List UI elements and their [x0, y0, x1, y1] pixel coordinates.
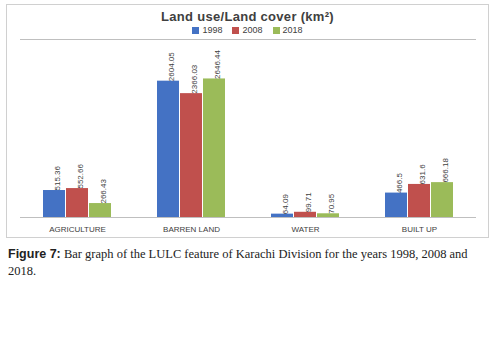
html-text:2008: 2008 — [242, 25, 263, 35]
svg-text:2604.05: 2604.05 — [167, 52, 176, 81]
svg-text:666.18: 666.18 — [441, 158, 450, 183]
svg-text:70.95: 70.95 — [327, 193, 336, 214]
svg-text:266.43: 266.43 — [99, 179, 108, 204]
svg-text:631.6: 631.6 — [418, 164, 427, 185]
svg-text:WATER: WATER — [292, 225, 320, 234]
svg-text:BARREN LAND: BARREN LAND — [163, 225, 220, 234]
svg-text:AGRICULTURE: AGRICULTURE — [49, 225, 106, 234]
svg-text:466.5: 466.5 — [395, 173, 404, 194]
svg-text:515.36: 515.36 — [53, 165, 62, 190]
svg-text:99.71: 99.71 — [304, 192, 313, 213]
svg-text:64.09: 64.09 — [281, 194, 290, 215]
svg-text:2366.03: 2366.03 — [190, 64, 199, 93]
svg-text:BUILT UP: BUILT UP — [402, 225, 437, 234]
html-text:1998: 1998 — [202, 25, 223, 35]
svg-text:2646.44: 2646.44 — [213, 49, 222, 78]
html-text:2018: 2018 — [282, 25, 303, 35]
svg-text:552.66: 552.66 — [76, 164, 85, 189]
html-text:Land use/Land cover (km²): Land use/Land cover (km²) — [161, 9, 334, 24]
html-text:Figure 7: Bar graph of the LUL: Figure 7: Bar graph of the LULC feature … — [8, 247, 468, 278]
